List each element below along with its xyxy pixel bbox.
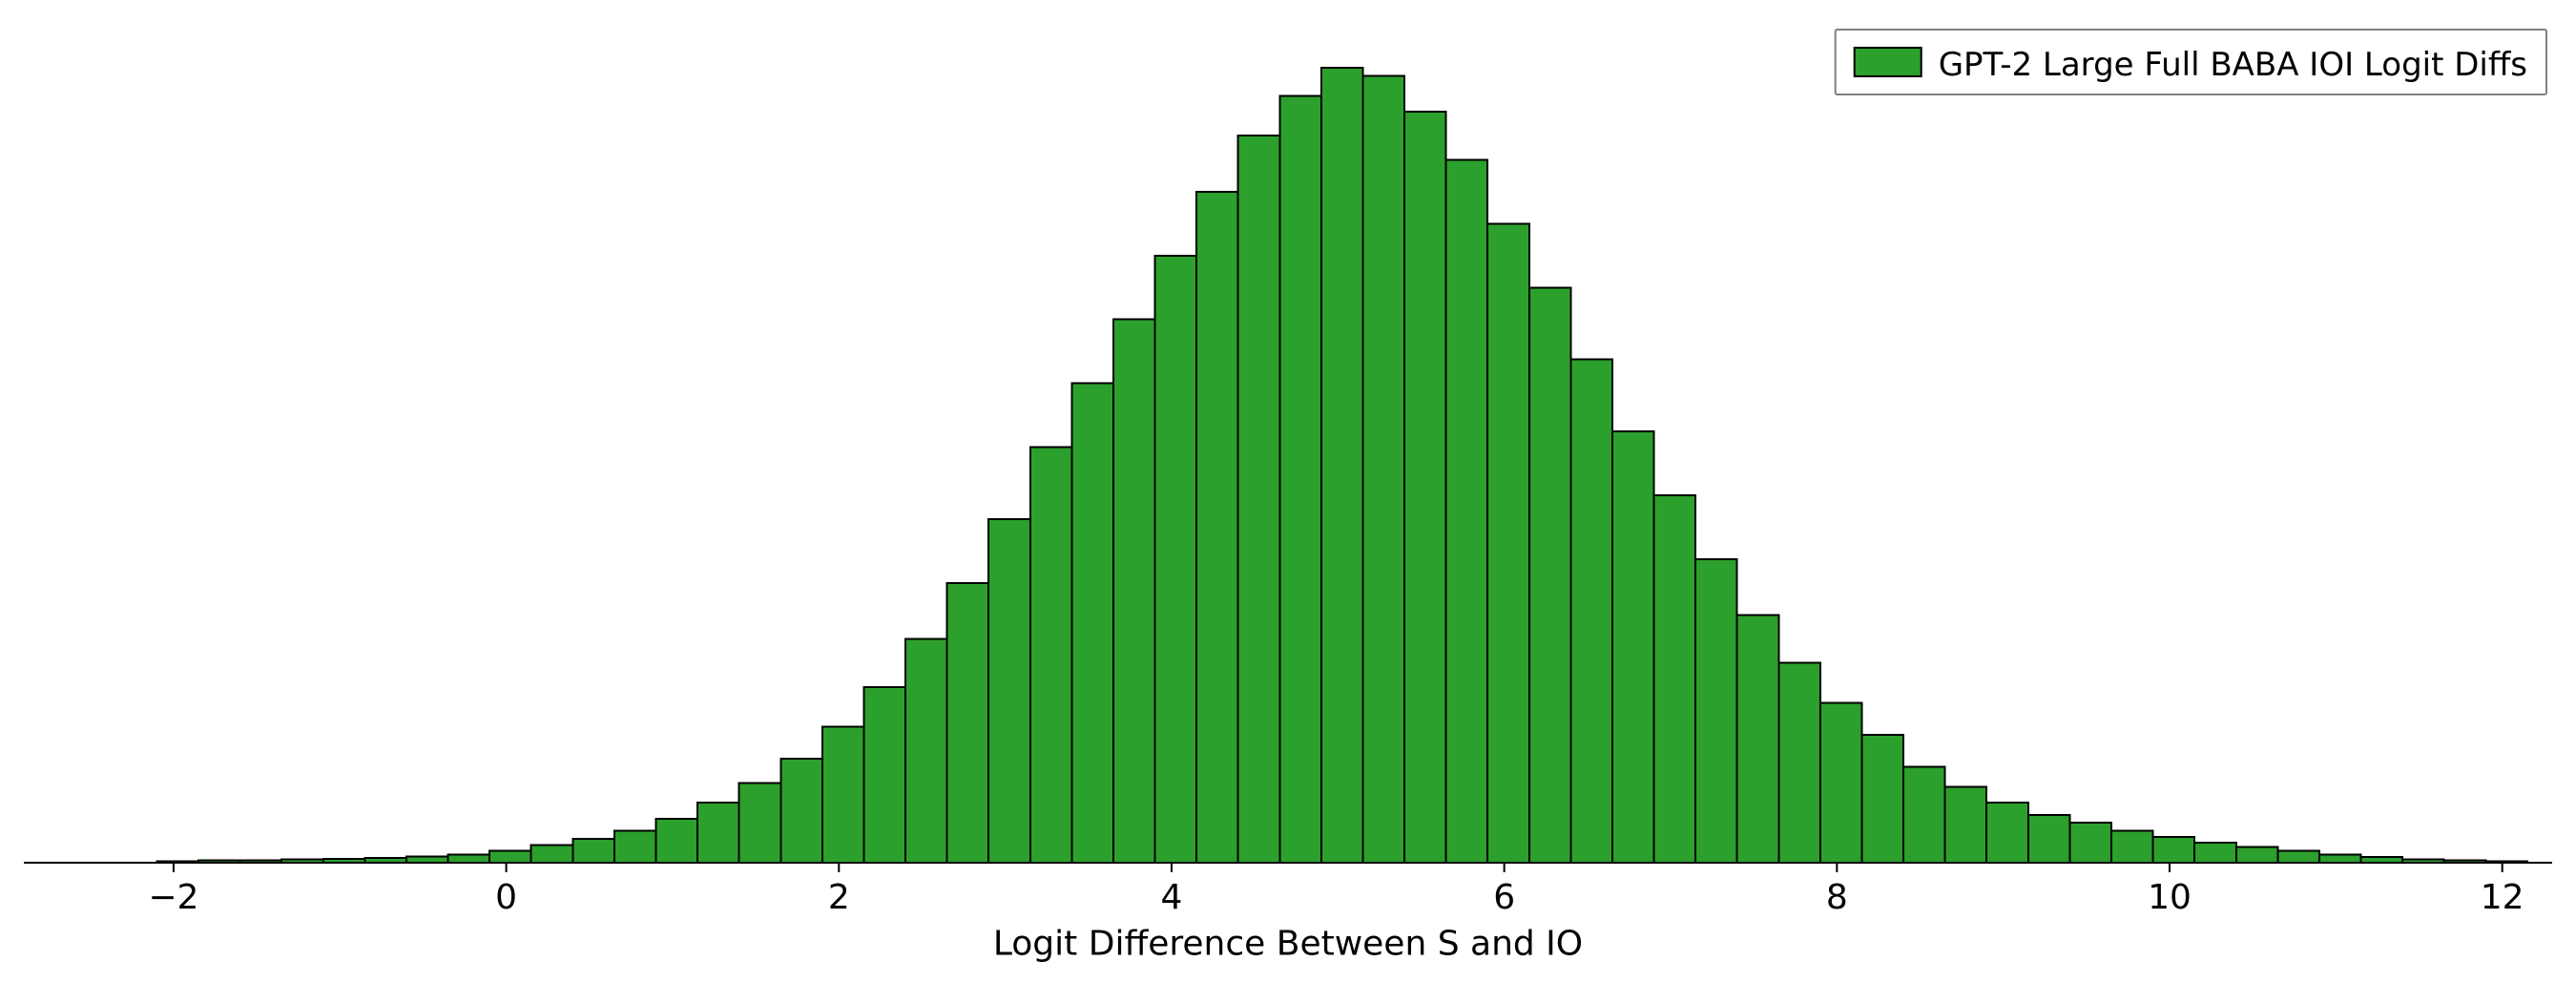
histogram-bar (1986, 803, 2028, 863)
x-tick-label: 10 (2148, 878, 2192, 917)
histogram-bar (1612, 431, 1654, 863)
histogram-bar (1321, 68, 1363, 863)
histogram-bar (2319, 855, 2361, 863)
histogram-bar (822, 727, 864, 863)
histogram-bar (947, 583, 989, 863)
x-tick-label: 2 (828, 878, 850, 917)
histogram-bar (572, 839, 614, 863)
x-tick-label: −2 (148, 878, 198, 917)
x-axis-label: Logit Difference Between S and IO (993, 924, 1583, 963)
histogram-bar (1030, 448, 1072, 863)
legend-label: GPT-2 Large Full BABA IOI Logit Diffs (1939, 46, 2527, 84)
histogram-bar (1446, 159, 1488, 863)
histogram-bar (1155, 256, 1197, 863)
histogram-bar (780, 759, 822, 863)
legend-patch (1855, 48, 1922, 76)
histogram-bar (2069, 823, 2111, 863)
histogram-bar (1279, 95, 1321, 863)
histogram-bar (1362, 75, 1404, 863)
bars-group (156, 68, 2526, 863)
histogram-bar (739, 783, 781, 863)
histogram-bar (1737, 615, 1779, 863)
histogram-bar (1529, 287, 1571, 863)
histogram-chart: −2 0 2 4 6 8 10 12 Logit Difference Between S an… (0, 0, 2576, 982)
histogram-bar (1861, 735, 1903, 863)
histogram-bar (2277, 850, 2319, 863)
histogram-bar (2153, 837, 2195, 863)
x-tick-label: 8 (1826, 878, 1848, 917)
legend: GPT-2 Large Full BABA IOI Logit Diffs (1836, 30, 2546, 94)
histogram-bar (2028, 815, 2070, 863)
histogram-bar (448, 855, 490, 863)
histogram-bar (1778, 663, 1820, 863)
histogram-bar (1820, 703, 1862, 863)
histogram-bar (406, 856, 448, 863)
histogram-bar (1945, 786, 1987, 863)
x-tick-label: 0 (495, 878, 517, 917)
x-tick-label: 12 (2481, 878, 2524, 917)
histogram-bar (697, 803, 739, 863)
histogram-bar (863, 687, 905, 863)
histogram-bar (1071, 384, 1113, 863)
histogram-bar (1238, 136, 1280, 863)
histogram-bar (1903, 767, 1945, 863)
histogram-bar (1487, 223, 1529, 863)
histogram-bar (2236, 846, 2278, 863)
histogram-bar (1654, 495, 1696, 863)
histogram-bar (1570, 360, 1612, 863)
histogram-bar (1113, 320, 1155, 863)
histogram-bar (1404, 112, 1446, 863)
histogram-bar (988, 519, 1030, 863)
histogram-bar (2194, 843, 2236, 863)
histogram-bar (489, 850, 531, 863)
histogram-bar (531, 846, 573, 863)
x-tick-label: 4 (1161, 878, 1183, 917)
histogram-bar (905, 639, 947, 863)
x-tick-label: 6 (1493, 878, 1515, 917)
histogram-bar (1196, 192, 1238, 863)
histogram-bar (656, 819, 698, 863)
chart-svg: −2 0 2 4 6 8 10 12 Logit Difference Between S an… (0, 0, 2576, 982)
histogram-bar (2111, 831, 2153, 863)
histogram-bar (1695, 559, 1737, 863)
histogram-bar (614, 831, 656, 863)
